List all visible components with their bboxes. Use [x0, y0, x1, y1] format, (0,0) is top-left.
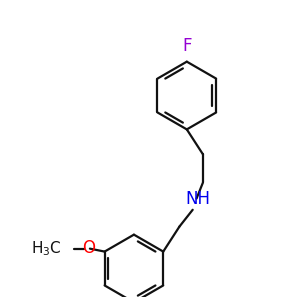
- Text: H$_3$C: H$_3$C: [31, 239, 62, 258]
- Text: O: O: [82, 239, 95, 257]
- Text: F: F: [182, 37, 192, 55]
- Text: NH: NH: [185, 190, 210, 208]
